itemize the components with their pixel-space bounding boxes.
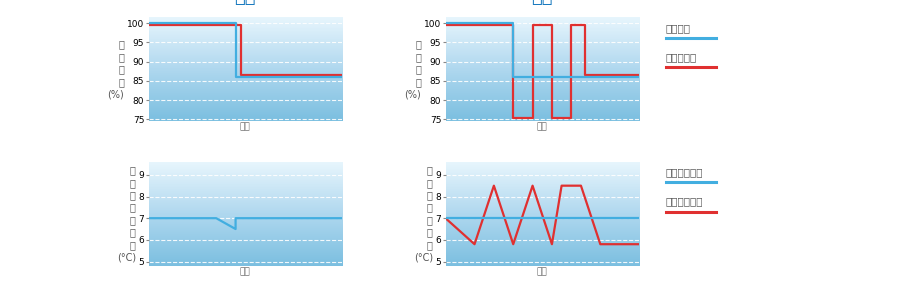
Y-axis label: 制
冷
负
荷
(%): 制 冷 负 荷 (%) — [108, 40, 124, 99]
Y-axis label: 冷
冻
水
出
水
温
度
(°C): 冷 冻 水 出 水 温 度 (°C) — [117, 166, 136, 262]
X-axis label: 时间: 时间 — [537, 123, 547, 132]
Text: 压缩机负荷: 压缩机负荷 — [666, 52, 698, 62]
Text: 冷水出水温度: 冷水出水温度 — [666, 168, 704, 177]
X-axis label: 时间: 时间 — [537, 267, 547, 276]
Y-axis label: 制
冷
负
荷
(%): 制 冷 负 荷 (%) — [405, 40, 421, 99]
X-axis label: 时间: 时间 — [240, 123, 250, 132]
Text: 有级: 有级 — [532, 0, 553, 6]
Text: 负荷需求: 负荷需求 — [666, 23, 691, 33]
X-axis label: 时间: 时间 — [240, 267, 250, 276]
Text: 无级: 无级 — [235, 0, 256, 6]
Y-axis label: 冷
冻
水
出
水
温
度
(°C): 冷 冻 水 出 水 温 度 (°C) — [414, 166, 433, 262]
Text: 冷水出水温度: 冷水出水温度 — [666, 197, 704, 207]
